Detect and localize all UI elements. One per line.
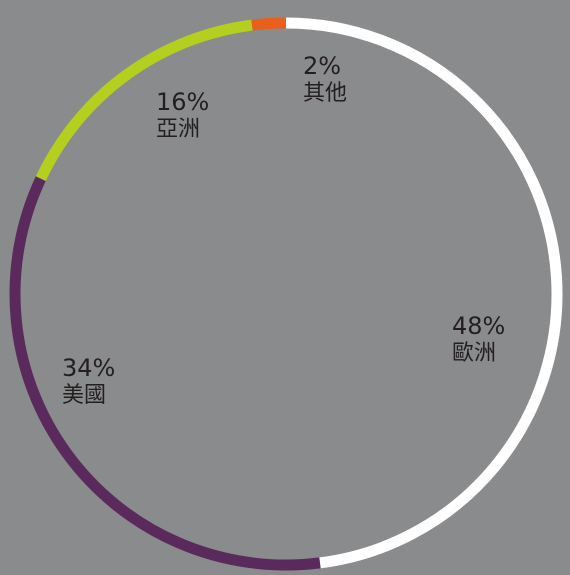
slice-label-asia: 16% 亞洲 — [156, 88, 209, 143]
slice-label-other: 2% 其他 — [303, 52, 347, 107]
slice-asia — [35, 19, 253, 181]
slice-name-label: 亞洲 — [156, 116, 201, 142]
slice-usa — [9, 176, 321, 571]
slice-name-label: 美國 — [62, 382, 107, 408]
slice-name-label: 歐洲 — [452, 340, 497, 366]
slice-other — [251, 17, 287, 31]
slice-europe — [285, 17, 563, 569]
slice-name-label: 其他 — [303, 80, 348, 106]
slice-value-label: 48% — [452, 312, 506, 340]
slice-label-europe: 48% 歐洲 — [452, 312, 505, 367]
slice-value-label: 2% — [303, 52, 342, 80]
slice-value-label: 16% — [156, 88, 210, 116]
slice-label-usa: 34% 美國 — [62, 354, 115, 409]
slice-value-label: 34% — [62, 354, 116, 382]
